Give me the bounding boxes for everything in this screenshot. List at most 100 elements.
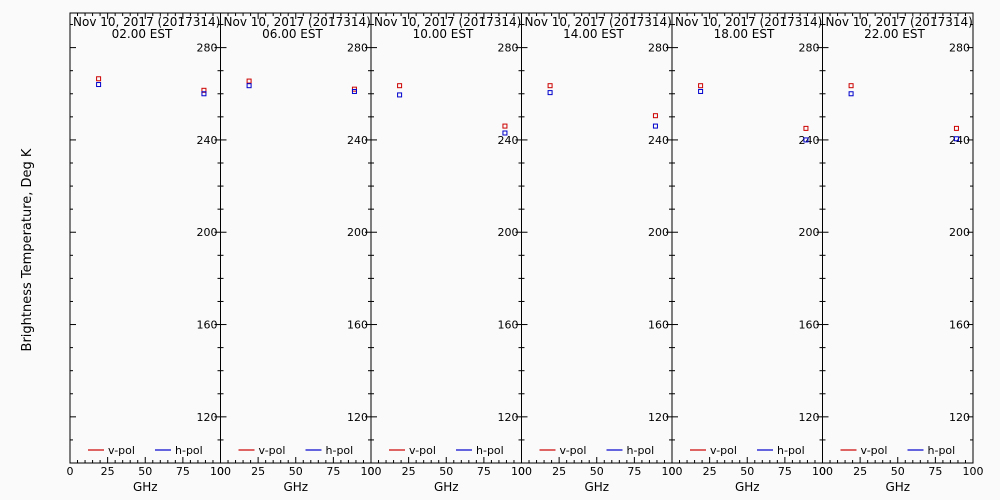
y-tick-label: 160 <box>347 319 368 332</box>
y-tick-label: 280 <box>347 42 368 55</box>
x-axis-label: GHz <box>434 480 459 494</box>
legend-label: h-pol <box>175 444 203 457</box>
y-tick-label: 120 <box>648 411 669 424</box>
data-point <box>351 88 357 94</box>
x-tick-label: 25 <box>853 465 867 478</box>
legend-label: v-pol <box>108 444 135 457</box>
y-tick-label: 240 <box>799 134 820 147</box>
x-tick-label: 50 <box>289 465 303 478</box>
panel-date: Nov 10, 2017 (2017314) <box>826 15 973 29</box>
data-point <box>652 113 658 119</box>
x-tick-label: 0 <box>518 465 525 478</box>
y-tick-label: 160 <box>498 319 519 332</box>
x-tick-label: 0 <box>67 465 74 478</box>
x-tick-label: 75 <box>627 465 641 478</box>
data-point <box>698 83 704 89</box>
panel-4: 120 160 200 240 280 0 25 50 75 100 GHz Nov 10, 2017… <box>518 12 683 494</box>
x-tick-label: 75 <box>176 465 190 478</box>
data-point <box>953 136 959 142</box>
y-tick-label: 280 <box>799 42 820 55</box>
x-tick-label: 50 <box>138 465 152 478</box>
legend-label: h-pol <box>326 444 354 457</box>
x-tick-label: 25 <box>251 465 265 478</box>
data-point <box>201 87 207 93</box>
y-tick-label: 120 <box>347 411 368 424</box>
legend-label: v-pol <box>861 444 888 457</box>
x-tick-label: 100 <box>812 465 833 478</box>
panel-3: 120 160 200 240 280 0 25 50 75 100 GHz Nov 10, 2017… <box>368 12 532 494</box>
panel-time: 10.00 EST <box>413 27 474 41</box>
data-point <box>547 83 553 89</box>
x-tick-label: 100 <box>210 465 231 478</box>
plot-frame <box>220 12 372 464</box>
x-axis-label: GHz <box>584 480 609 494</box>
x-tick-label: 75 <box>326 465 340 478</box>
x-tick-label: 25 <box>703 465 717 478</box>
panel-6: 120 160 200 240 280 0 25 50 75 100 GHz Nov 10, 2017… <box>819 12 984 494</box>
panel-time: 18.00 EST <box>714 27 775 41</box>
x-tick-label: 100 <box>662 465 683 478</box>
x-tick-label: 0 <box>819 465 826 478</box>
y-tick-label: 280 <box>197 42 218 55</box>
legend-label: h-pol <box>476 444 504 457</box>
y-tick-label: 120 <box>799 411 820 424</box>
y-tick-label: 160 <box>949 319 970 332</box>
y-tick-label: 280 <box>949 42 970 55</box>
plot-frame <box>69 12 221 464</box>
x-tick-label: 100 <box>963 465 984 478</box>
y-tick-label: 120 <box>197 411 218 424</box>
y-tick-label: 240 <box>347 134 368 147</box>
y-tick-label: 200 <box>197 226 218 239</box>
data-point <box>652 123 658 129</box>
panel-date: Nov 10, 2017 (2017314) <box>675 15 822 29</box>
y-tick-label: 120 <box>949 411 970 424</box>
panel-time: 22.00 EST <box>864 27 925 41</box>
y-axis-label: Brightness Temperature, Deg K <box>20 148 35 351</box>
panel-1: 120 160 200 240 280 0 25 50 75 100 GHz Nov 10, 2017… <box>67 12 231 494</box>
data-point <box>953 125 959 131</box>
x-tick-label: 100 <box>511 465 532 478</box>
data-point <box>397 92 403 98</box>
x-axis-label: GHz <box>283 480 308 494</box>
panel-2: 120 160 200 240 280 0 25 50 75 100 GHz Nov 10, 2017… <box>217 12 382 494</box>
y-tick-label: 240 <box>648 134 669 147</box>
y-tick-label: 160 <box>648 319 669 332</box>
legend-label: v-pol <box>560 444 587 457</box>
x-tick-label: 25 <box>402 465 416 478</box>
x-tick-label: 0 <box>669 465 676 478</box>
y-tick-label: 240 <box>498 134 519 147</box>
y-tick-label: 200 <box>347 226 368 239</box>
panel-5: 120 160 200 240 280 0 25 50 75 100 GHz Nov 10, 2017… <box>669 12 833 494</box>
data-point <box>547 90 553 96</box>
data-point <box>502 130 508 136</box>
y-tick-label: 200 <box>498 226 519 239</box>
panels: 120 160 200 240 280 0 25 50 75 100 GHz Nov 10, 2017… <box>67 12 984 494</box>
x-tick-label: 75 <box>477 465 491 478</box>
y-tick-label: 200 <box>799 226 820 239</box>
x-tick-label: 75 <box>928 465 942 478</box>
panel-time: 06.00 EST <box>262 27 323 41</box>
plot-frame <box>370 12 522 464</box>
y-tick-label: 280 <box>648 42 669 55</box>
y-tick-label: 120 <box>498 411 519 424</box>
x-axis-label: GHz <box>885 480 910 494</box>
data-point <box>96 76 102 82</box>
panel-time: 14.00 EST <box>563 27 624 41</box>
panel-date: Nov 10, 2017 (2017314) <box>374 15 521 29</box>
panel-date: Nov 10, 2017 (2017314) <box>73 15 220 29</box>
legend-label: v-pol <box>409 444 436 457</box>
y-tick-label: 160 <box>197 319 218 332</box>
x-tick-label: 0 <box>217 465 224 478</box>
x-axis-label: GHz <box>133 480 158 494</box>
plot-frame <box>521 12 673 464</box>
panel-time: 02.00 EST <box>112 27 173 41</box>
y-tick-label: 240 <box>949 134 970 147</box>
data-point <box>848 91 854 97</box>
data-point <box>246 83 252 89</box>
legend-label: h-pol <box>928 444 956 457</box>
x-tick-label: 50 <box>891 465 905 478</box>
legend-label: v-pol <box>259 444 286 457</box>
x-tick-label: 25 <box>552 465 566 478</box>
x-tick-label: 50 <box>439 465 453 478</box>
